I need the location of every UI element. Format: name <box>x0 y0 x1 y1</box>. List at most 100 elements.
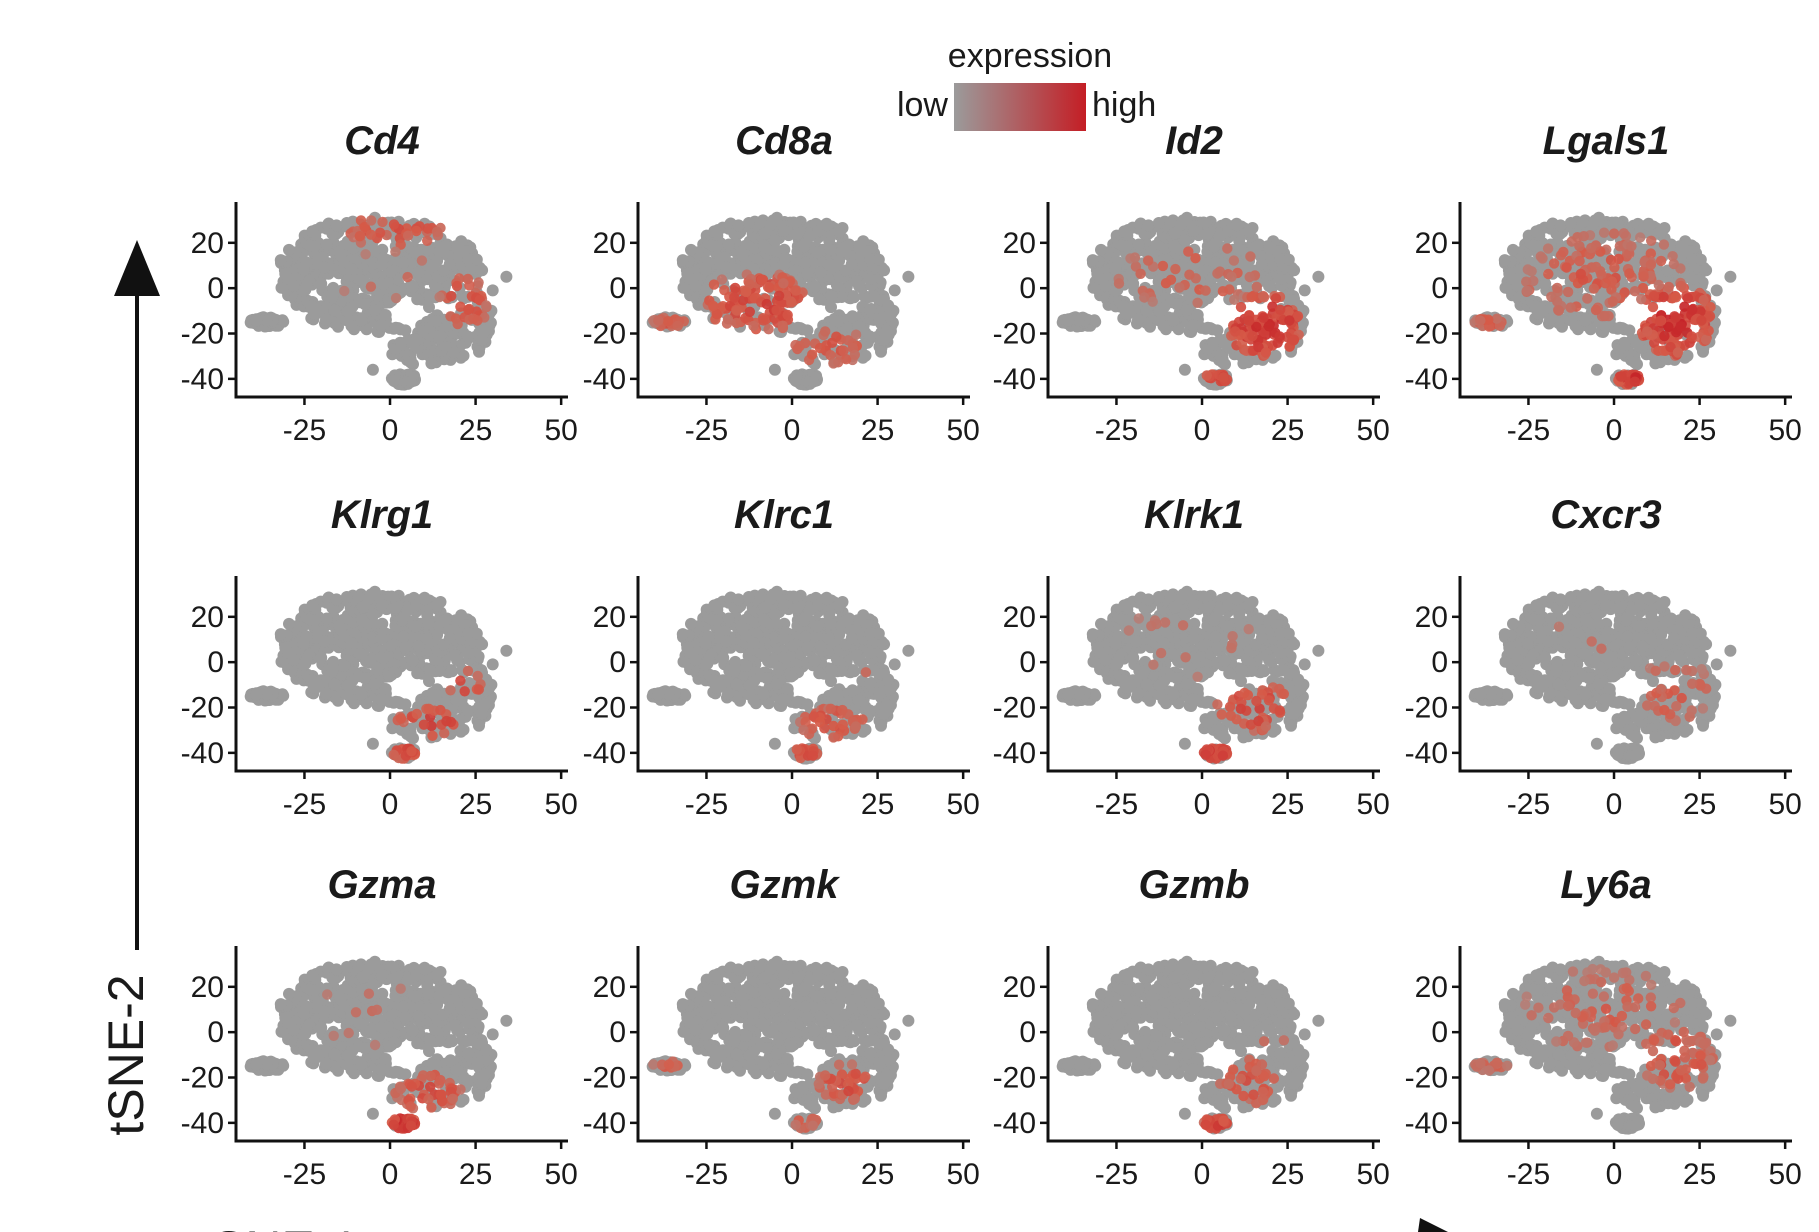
data-point <box>478 324 491 337</box>
data-point <box>653 315 664 326</box>
data-point <box>320 612 333 625</box>
data-point <box>303 239 316 252</box>
data-point <box>443 632 456 644</box>
data-point <box>434 291 445 303</box>
data-point <box>287 279 300 292</box>
data-point <box>416 255 428 266</box>
data-point <box>813 293 826 306</box>
data-point <box>409 620 422 633</box>
data-point <box>366 737 379 750</box>
data-point <box>740 286 752 298</box>
data-point <box>473 277 484 288</box>
data-point <box>1217 286 1229 297</box>
data-point <box>1618 228 1630 239</box>
data-point <box>486 658 499 671</box>
data-point <box>1212 268 1223 279</box>
data-point <box>358 298 371 311</box>
data-point <box>364 654 377 667</box>
data-point <box>463 304 474 315</box>
x-tick-label: 0 <box>382 788 399 821</box>
data-point <box>1643 219 1656 232</box>
x-tick-label: 25 <box>459 414 492 447</box>
data-point <box>333 245 346 258</box>
data-point <box>764 219 777 232</box>
data-point <box>1638 271 1649 282</box>
data-point <box>742 217 755 229</box>
data-point <box>417 325 430 338</box>
panel-title-cd8a: Cd8a <box>735 119 833 163</box>
data-point <box>431 226 443 237</box>
data-point <box>1132 313 1144 326</box>
data-point <box>824 618 837 630</box>
data-point <box>748 320 759 332</box>
data-point <box>306 599 319 612</box>
y-tick-label: -20 <box>1405 318 1448 351</box>
data-point <box>406 746 417 757</box>
data-point <box>778 224 791 237</box>
data-point <box>360 323 373 336</box>
data-point <box>1157 260 1169 272</box>
data-point <box>1685 273 1698 285</box>
data-point <box>778 278 789 289</box>
point-layer-background <box>244 585 513 764</box>
data-point <box>1174 282 1185 293</box>
data-point <box>345 694 358 706</box>
y-tick-label: -20 <box>993 318 1036 351</box>
data-point <box>443 258 456 270</box>
data-point <box>849 349 860 360</box>
data-point <box>1648 290 1660 302</box>
data-point <box>808 280 821 293</box>
data-point <box>699 263 712 276</box>
data-point <box>1263 321 1275 332</box>
data-point <box>1697 345 1709 358</box>
data-point <box>1578 231 1590 242</box>
data-point <box>274 254 287 267</box>
data-point <box>1298 284 1311 297</box>
legend-high-label: high <box>1092 86 1156 124</box>
data-point <box>389 321 402 334</box>
data-point <box>450 694 463 707</box>
data-point <box>845 258 858 270</box>
data-point <box>1642 326 1653 337</box>
x-tick-label: 25 <box>1271 414 1304 447</box>
data-point <box>328 304 341 317</box>
data-point <box>875 345 887 358</box>
data-point <box>368 304 381 317</box>
data-point <box>389 601 402 614</box>
data-point <box>376 598 389 611</box>
data-point <box>1143 255 1154 266</box>
data-point <box>461 704 474 717</box>
data-point <box>824 244 837 256</box>
data-point <box>360 249 371 260</box>
data-point <box>425 357 438 370</box>
data-point <box>685 243 697 256</box>
x-tick-label: -25 <box>1095 414 1138 447</box>
data-point <box>345 263 358 275</box>
data-point <box>1546 291 1557 302</box>
data-point <box>1575 268 1587 280</box>
data-point <box>1109 263 1122 276</box>
data-point <box>756 274 768 285</box>
data-point <box>449 240 462 253</box>
data-point <box>500 644 513 657</box>
data-point <box>1554 219 1567 232</box>
panel-title-cd4: Cd4 <box>344 119 420 163</box>
y-tick-label: 20 <box>1003 227 1036 260</box>
data-point <box>1222 243 1233 254</box>
data-point <box>1521 285 1533 296</box>
y-tick-label: 20 <box>1415 227 1448 260</box>
data-point <box>831 331 842 342</box>
data-point <box>1698 294 1709 306</box>
data-point <box>379 309 392 321</box>
data-point <box>411 293 424 306</box>
data-point <box>1608 228 1620 239</box>
data-point <box>676 254 689 267</box>
data-point <box>705 239 718 252</box>
data-point <box>1237 357 1250 370</box>
data-point <box>397 630 410 643</box>
data-point <box>1645 259 1657 270</box>
data-point <box>1544 313 1556 326</box>
data-point <box>1142 219 1155 232</box>
data-point <box>1569 320 1582 332</box>
data-point <box>1165 274 1177 285</box>
